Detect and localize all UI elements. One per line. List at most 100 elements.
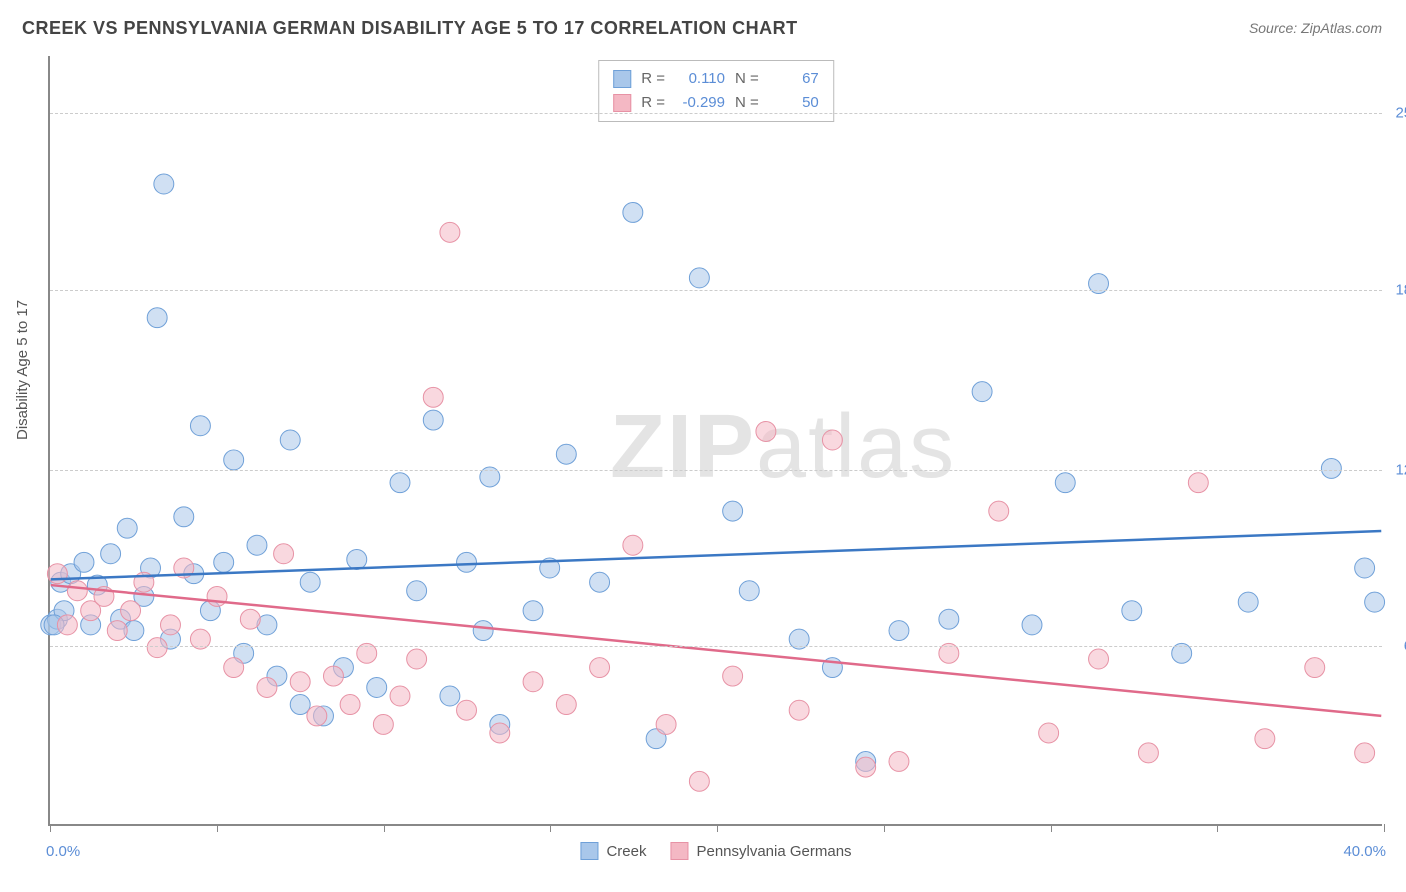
data-point — [257, 677, 277, 697]
data-point — [1238, 592, 1258, 612]
data-point — [307, 706, 327, 726]
data-point — [274, 544, 294, 564]
data-point — [407, 581, 427, 601]
y-axis-label: Disability Age 5 to 17 — [14, 300, 31, 440]
data-point — [373, 714, 393, 734]
data-point — [240, 609, 260, 629]
data-point — [1305, 658, 1325, 678]
x-tick — [717, 824, 718, 832]
source-attribution: Source: ZipAtlas.com — [1249, 20, 1382, 36]
data-point — [161, 615, 181, 635]
gridline — [50, 113, 1382, 114]
data-point — [423, 387, 443, 407]
data-point — [67, 581, 87, 601]
data-point — [1138, 743, 1158, 763]
data-point — [457, 552, 477, 572]
data-point — [323, 666, 343, 686]
data-point — [147, 638, 167, 658]
r-value-creek: 0.110 — [675, 67, 725, 91]
data-point — [47, 564, 67, 584]
data-point — [280, 430, 300, 450]
data-point — [473, 621, 493, 641]
data-point — [623, 535, 643, 555]
bottom-legend: Creek Pennsylvania Germans — [580, 842, 851, 860]
data-point — [889, 751, 909, 771]
data-point — [214, 552, 234, 572]
swatch-penn — [613, 94, 631, 112]
swatch-creek — [613, 70, 631, 88]
x-tick — [550, 824, 551, 832]
legend-label-creek: Creek — [606, 843, 646, 860]
x-tick — [1051, 824, 1052, 832]
data-point — [590, 572, 610, 592]
data-point — [889, 621, 909, 641]
data-point — [290, 695, 310, 715]
data-point — [340, 695, 360, 715]
data-point — [723, 666, 743, 686]
data-point — [174, 507, 194, 527]
data-point — [1039, 723, 1059, 743]
r-value-penn: -0.299 — [675, 91, 725, 115]
data-point — [224, 450, 244, 470]
chart-title: CREEK VS PENNSYLVANIA GERMAN DISABILITY … — [22, 18, 798, 39]
data-point — [117, 518, 137, 538]
x-tick — [1384, 824, 1385, 832]
stats-row-penn: R = -0.299 N = 50 — [613, 91, 819, 115]
data-point — [756, 421, 776, 441]
data-point — [723, 501, 743, 521]
data-point — [689, 771, 709, 791]
data-point — [247, 535, 267, 555]
n-value-creek: 67 — [769, 67, 819, 91]
x-tick — [50, 824, 51, 832]
data-point — [822, 430, 842, 450]
data-point — [224, 658, 244, 678]
data-point — [390, 686, 410, 706]
data-point — [207, 586, 227, 606]
gridline — [50, 646, 1382, 647]
data-point — [407, 649, 427, 669]
data-point — [1188, 473, 1208, 493]
data-point — [939, 609, 959, 629]
gridline — [50, 470, 1382, 471]
r-label: R = — [641, 67, 665, 91]
data-point — [989, 501, 1009, 521]
data-point — [101, 544, 121, 564]
data-point — [556, 444, 576, 464]
data-point — [57, 615, 77, 635]
data-point — [290, 672, 310, 692]
data-point — [154, 174, 174, 194]
n-value-penn: 50 — [769, 91, 819, 115]
gridline — [50, 290, 1382, 291]
data-point — [1022, 615, 1042, 635]
data-point — [1365, 592, 1385, 612]
data-point — [1089, 649, 1109, 669]
x-tick — [884, 824, 885, 832]
data-point — [623, 202, 643, 222]
data-point — [556, 695, 576, 715]
data-point — [689, 268, 709, 288]
x-max-label: 40.0% — [1343, 843, 1386, 860]
data-point — [590, 658, 610, 678]
data-point — [367, 677, 387, 697]
legend-label-penn: Pennsylvania Germans — [696, 843, 851, 860]
data-point — [74, 552, 94, 572]
scatter-svg — [50, 56, 1382, 824]
data-point — [147, 308, 167, 328]
data-point — [523, 672, 543, 692]
data-point — [1255, 729, 1275, 749]
data-point — [423, 410, 443, 430]
y-tick-label: 18.8% — [1395, 281, 1406, 298]
x-min-label: 0.0% — [46, 843, 80, 860]
data-point — [739, 581, 759, 601]
data-point — [347, 549, 367, 569]
data-point — [390, 473, 410, 493]
data-point — [121, 601, 141, 621]
x-tick — [384, 824, 385, 832]
y-tick-label: 12.5% — [1395, 461, 1406, 478]
data-point — [457, 700, 477, 720]
legend-swatch-creek — [580, 842, 598, 860]
n-label: N = — [735, 91, 759, 115]
data-point — [300, 572, 320, 592]
data-point — [1122, 601, 1142, 621]
legend-item-penn: Pennsylvania Germans — [670, 842, 851, 860]
